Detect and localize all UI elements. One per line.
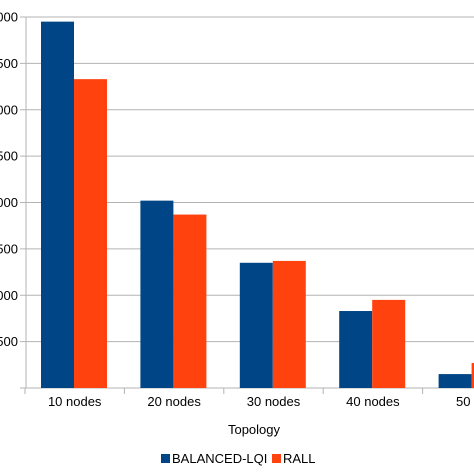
bar-balanced-lqi-1	[140, 200, 174, 388]
x-axis-title: Topology	[228, 422, 281, 437]
y-tick-label: 000	[0, 288, 18, 303]
x-tick-label: 30 nodes	[247, 394, 301, 409]
y-tick-label: 500	[0, 241, 18, 256]
x-tick-label: 10 nodes	[48, 394, 102, 409]
bar-rall-1	[173, 214, 207, 388]
y-tick-label: 500	[0, 149, 18, 164]
legend-label-balanced-lqi: BALANCED-LQI	[172, 451, 267, 466]
bar-rall-3	[372, 299, 406, 388]
legend-swatch-balanced-lqi	[161, 454, 170, 463]
y-tick-label: 500	[0, 56, 18, 71]
x-tick-label: 20 nodes	[147, 394, 201, 409]
bar-rall-4	[471, 362, 474, 388]
bar-balanced-lqi-0	[41, 21, 74, 388]
x-tick-labels: 10 nodes 20 nodes 30 nodes 40 nodes 50 no	[24, 388, 474, 409]
y-tick-label: 000	[0, 10, 18, 25]
y-tick-label: 000	[0, 195, 18, 210]
x-tick-label: 40 nodes	[346, 394, 400, 409]
legend-label-rall: RALL	[283, 451, 316, 466]
bar-rall-0	[74, 79, 107, 388]
y-tick-labels: 500 000 500 000 500 000 500 000	[0, 10, 18, 350]
y-tick-label: 000	[0, 102, 18, 117]
bar-balanced-lqi-3	[339, 311, 373, 388]
legend: BALANCED-LQI RALL	[161, 451, 316, 466]
bar-balanced-lqi-4	[438, 374, 472, 388]
bar-rall-2	[272, 260, 306, 388]
bars	[41, 21, 474, 388]
bar-balanced-lqi-2	[239, 262, 273, 388]
x-tick-label: 50 no	[456, 394, 474, 409]
legend-swatch-rall	[272, 454, 281, 463]
y-tick-label: 500	[0, 334, 18, 349]
